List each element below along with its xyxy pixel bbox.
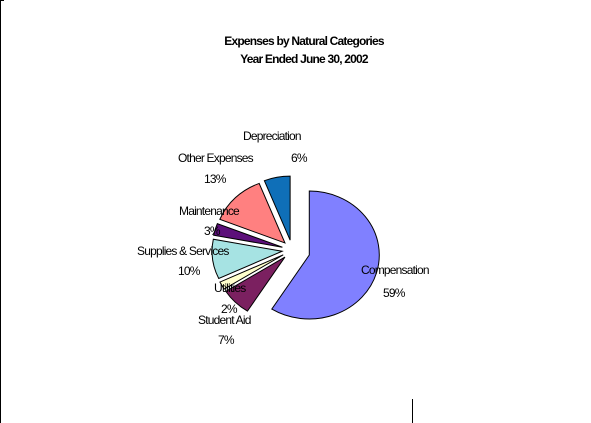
pie-slice-utilities [219, 254, 284, 290]
label-compensation-value: 59% [383, 286, 406, 300]
label-compensation-name: Compensation [361, 263, 429, 277]
label-maintenance-name: Maintenance [179, 204, 240, 218]
label-utilities-name: Utilities [214, 281, 246, 295]
label-student-aid-value: 7% [218, 333, 235, 347]
pie-slice-maintenance [213, 223, 283, 248]
pie-slice-other-expenses [219, 182, 286, 244]
label-maintenance-value: 3% [204, 224, 221, 238]
label-utilities-value: 2% [221, 302, 238, 316]
label-student-aid-name: Student Aid [198, 313, 251, 327]
pie-slices [211, 175, 380, 320]
label-supplies-name: Supplies & Services [137, 244, 229, 258]
pie-slice-compensation [271, 190, 380, 320]
label-other-expenses-name: Other Expenses [178, 151, 254, 165]
chart-title: Expenses by Natural Categories [224, 34, 385, 48]
label-other-expenses-value: 13% [204, 172, 227, 186]
label-depreciation-name: Depreciation [243, 129, 301, 143]
label-supplies-value: 10% [178, 264, 201, 278]
chart-subtitle: Year Ended June 30, 2002 [240, 52, 369, 66]
pie-slice-supplies-services [211, 238, 284, 280]
pie-slice-depreciation [263, 175, 291, 241]
label-depreciation-value: 6% [291, 151, 308, 165]
pie-slice-student-aid [225, 256, 286, 312]
